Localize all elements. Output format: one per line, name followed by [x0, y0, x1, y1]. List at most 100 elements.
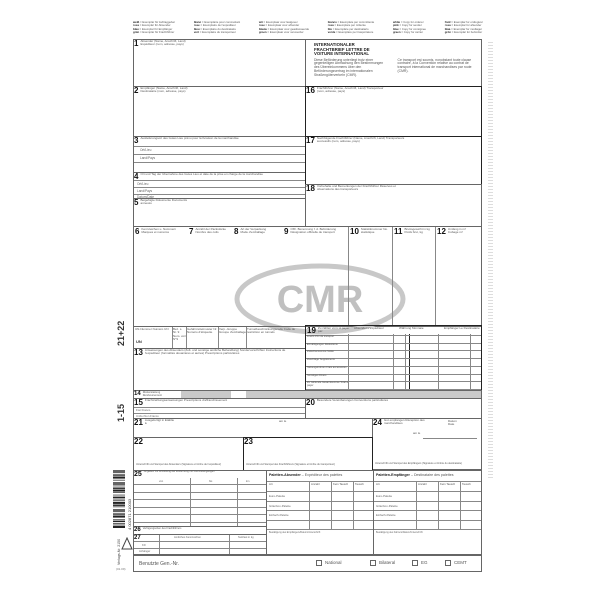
- field-27-vehicle[interactable]: 27 Amtliches Kennzeichen Nutzlast in kg …: [133, 534, 267, 555]
- barcode-bar: [113, 470, 125, 471]
- barcode-bar: [113, 509, 125, 510]
- gen-nr-label: Benutzte Gen.-Nr.: [139, 561, 180, 567]
- field-21-established[interactable]: 21 Ausgefertigt in Etablie à am le: [133, 418, 373, 438]
- divider: [306, 381, 481, 383]
- field-22-sender-signature[interactable]: 22 Unterschrift und Stempel des Absender…: [133, 437, 244, 471]
- divider: [267, 491, 373, 492]
- pallets-receiver[interactable]: Paletten-Empfänger – Destinataire des pa…: [373, 470, 482, 555]
- field-8-label: Art der Verpackung Mode d'emballage: [240, 227, 267, 235]
- barcode-bar: [113, 475, 125, 476]
- legend-line: blanc = Exemplaire pour commettant: [193, 20, 241, 24]
- field-24-goods-received[interactable]: 24 Gut empfangen Réception des marchandis…: [372, 418, 482, 470]
- barcode-bar: [113, 494, 125, 496]
- divider: [267, 529, 373, 530]
- legend-line: grön = Exemplar for befordrer: [444, 29, 483, 34]
- field-20-agreements[interactable]: 20 Besondere Vereinbarungen Conventions p…: [305, 398, 482, 419]
- field-19-charges[interactable]: 19 Zu zahlen vom: A payer par: Absender L…: [305, 325, 482, 391]
- margin-legal-text: [488, 40, 493, 480]
- field-label: Frachtführer (Name, Anschrift, Land) Tra…: [316, 86, 384, 94]
- pallet-column-header: Kein Tausch: [440, 482, 456, 486]
- field-label: Verfügungsorten des Frachtführers: [142, 527, 182, 530]
- field-1-sender[interactable]: 1 Absender (Name, Anschrift, Land) Expédi…: [133, 39, 306, 87]
- field-number: 24: [373, 418, 382, 427]
- cod-amount-cell[interactable]: [231, 391, 246, 399]
- color-name: rose: [193, 23, 200, 28]
- color-name: vert: [193, 29, 199, 34]
- barcode: [113, 470, 125, 528]
- option-label: EG: [421, 560, 428, 566]
- barcode-bar: [113, 520, 125, 523]
- checkbox-national[interactable]: National: [316, 560, 342, 566]
- field-13-instructions[interactable]: 13 Anweisungen des Absenders (Zoll- und s…: [133, 348, 306, 391]
- barcode-bar: [113, 501, 125, 504]
- pallet-column-header: Anzahl: [418, 482, 427, 486]
- copy-purpose: Exemplar for afsender: [453, 23, 482, 28]
- legend-line: blaa = Exemplar for modtager: [444, 26, 483, 31]
- field-number: 3: [134, 136, 139, 145]
- barcode-bar: [113, 484, 125, 485]
- non-franco-label: Unfrei Non Franco: [136, 413, 159, 418]
- color-name: bleu: [193, 26, 200, 31]
- divider: [267, 500, 373, 502]
- date-label: am le: [279, 419, 287, 423]
- barcode-bar: [113, 473, 125, 475]
- field-label: Rückerstattung Remboursement: [142, 391, 162, 397]
- barcode-bar: [113, 512, 125, 514]
- divider: [438, 334, 439, 390]
- field-label: Nachfolgende Frachtführer (Name, Anschri…: [316, 136, 405, 144]
- copy-purpose: Exemplaire pour commettant: [204, 20, 241, 24]
- footer-row: Benutzte Gen.-Nr. National Bilateral EG …: [133, 555, 482, 572]
- field-label: Zu zahlen vom: A payer par:: [317, 326, 350, 334]
- pallets-sender[interactable]: Paletten-Absender – Expéditeur des palet…: [266, 470, 374, 555]
- divider: [186, 327, 187, 348]
- field-23-carrier-signature[interactable]: 23 Unterschrift und Stempel des Frachtfü…: [243, 437, 373, 471]
- color-name: blanc: [193, 20, 202, 24]
- field-25-distance[interactable]: 25 Angaben zur Ermittlung der Entfernung …: [133, 470, 267, 527]
- divider: [306, 388, 481, 390]
- field-number: 10: [350, 227, 359, 236]
- color-name: rose: [258, 23, 265, 28]
- field-label: Unterschrift und Stempel des Frachtführe…: [246, 463, 335, 466]
- divider: [374, 529, 481, 530]
- field-3-delivery-place[interactable]: 3 Auslieferungsort des Gutes Lieu prévu p…: [133, 136, 306, 173]
- pallet-column-header: Tausch: [462, 482, 471, 486]
- checkbox-eg[interactable]: EG: [412, 560, 428, 566]
- field-4-takeover[interactable]: 4 Ort und Tag der Übernahme des Gutes Lie…: [133, 172, 306, 199]
- copy-purpose: Copy for consignee: [401, 26, 426, 31]
- barcode-bar: [113, 492, 125, 493]
- divider: [331, 481, 332, 530]
- divider: [172, 327, 173, 348]
- pallets-title-main: Paletten-Absender: [269, 473, 301, 477]
- field-2-consignee[interactable]: 2 Empfänger (Name, Anschrift, Land) Desti…: [133, 86, 306, 137]
- field-18-reservations[interactable]: 18 Vorbehalte und Bemerkungen der Frachtf…: [305, 184, 482, 227]
- field-5-documents[interactable]: 5 Beigefügte Dokumente Documents annexés: [133, 198, 306, 227]
- field-16-carrier[interactable]: 16 Frachtführer (Name, Anschrift, Land) T…: [305, 86, 482, 137]
- barcode-bar: [113, 487, 125, 489]
- divider: [374, 500, 481, 502]
- field-label: Absender (Name, Anschrift, Land) Expédit…: [140, 39, 186, 47]
- field-number: 15: [134, 398, 143, 407]
- field-label: Ausgefertigt in Etablie à: [144, 418, 175, 426]
- pallet-column-header: Tausch: [355, 482, 364, 486]
- pallet-confirmation-label: Bestätigung des Fahrers/Datum/Unterschri…: [376, 531, 423, 534]
- divider: [393, 334, 394, 390]
- divider: [374, 491, 481, 492]
- divider: [134, 506, 266, 508]
- checkbox-bilateral[interactable]: Bilateral: [370, 560, 395, 566]
- copy-purpose: Exemplaar voor lastgever: [265, 20, 298, 24]
- column-header: Amtliches Kennzeichen: [174, 536, 201, 539]
- un-column-header: Verp.-Gruppe Groupe d'emballage: [219, 327, 246, 335]
- pallet-type: Euro-Palette: [269, 494, 286, 498]
- field-number: 17: [306, 136, 315, 145]
- field-number: 16: [306, 86, 315, 95]
- field-15-payment[interactable]: 15 Frachtzahlungsanweisungen Prescription…: [133, 398, 306, 419]
- dangerous-goods-row[interactable]: UN-Nummer Numéro UN Bez. s. Nr. 9 Nom. vo…: [133, 326, 306, 349]
- column-header: Nutzlast in kg: [238, 536, 254, 539]
- charges-row-label: Nebengebühren Frais accessoires: [307, 365, 347, 369]
- legend-line: verde = Esemplare per trasportatore: [327, 29, 374, 34]
- pallet-type: Einfach-Palette: [376, 513, 396, 517]
- field-17-successive-carriers[interactable]: 17 Nachfolgende Frachtführer (Name, Ansch…: [305, 136, 482, 185]
- copy-purpose: Exemplaar voor vervoerder: [269, 29, 304, 34]
- goods-section[interactable]: CMR 6 Kennzeichen u. Nummern Marques et n…: [133, 226, 482, 335]
- checkbox-cemt[interactable]: CEMT: [445, 560, 467, 566]
